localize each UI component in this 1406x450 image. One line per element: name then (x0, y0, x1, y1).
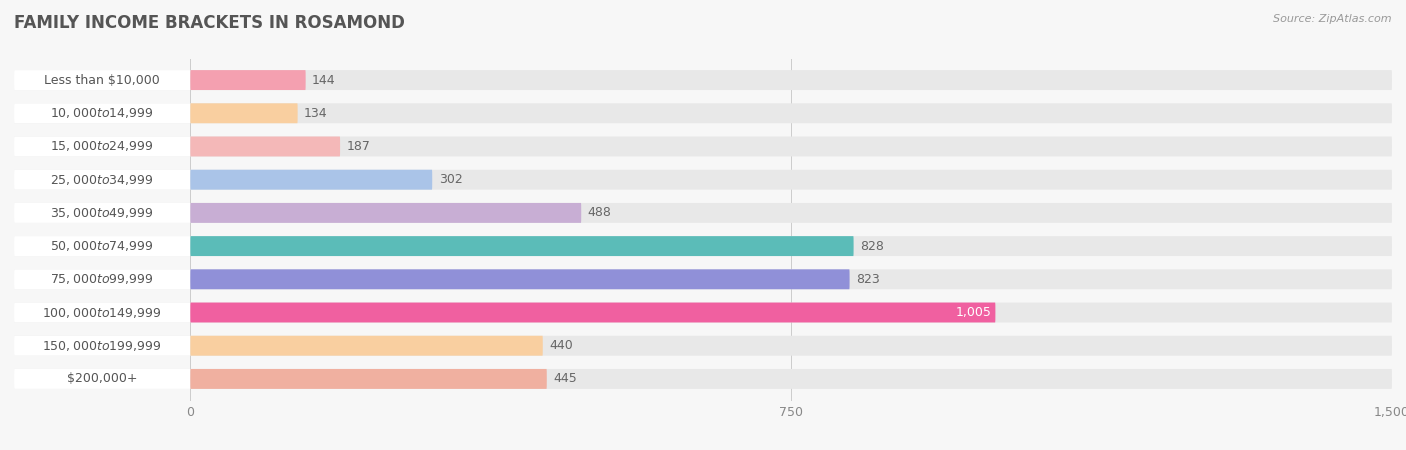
Text: Source: ZipAtlas.com: Source: ZipAtlas.com (1274, 14, 1392, 23)
Text: 144: 144 (312, 74, 336, 86)
Text: Less than $10,000: Less than $10,000 (45, 74, 160, 86)
FancyBboxPatch shape (14, 336, 1392, 356)
Text: $100,000 to $149,999: $100,000 to $149,999 (42, 306, 162, 320)
Text: 302: 302 (439, 173, 463, 186)
FancyBboxPatch shape (14, 369, 190, 389)
Text: $150,000 to $199,999: $150,000 to $199,999 (42, 339, 162, 353)
Text: $15,000 to $24,999: $15,000 to $24,999 (51, 140, 153, 153)
FancyBboxPatch shape (14, 236, 1392, 256)
Text: $50,000 to $74,999: $50,000 to $74,999 (51, 239, 153, 253)
FancyBboxPatch shape (14, 302, 190, 323)
FancyBboxPatch shape (190, 104, 298, 123)
Text: $25,000 to $34,999: $25,000 to $34,999 (51, 173, 153, 187)
FancyBboxPatch shape (14, 203, 1392, 223)
FancyBboxPatch shape (14, 369, 1392, 389)
Text: 134: 134 (304, 107, 328, 120)
FancyBboxPatch shape (190, 136, 340, 157)
Text: FAMILY INCOME BRACKETS IN ROSAMOND: FAMILY INCOME BRACKETS IN ROSAMOND (14, 14, 405, 32)
FancyBboxPatch shape (14, 104, 190, 123)
FancyBboxPatch shape (14, 302, 1392, 323)
Text: 828: 828 (860, 239, 884, 252)
FancyBboxPatch shape (14, 136, 1392, 157)
FancyBboxPatch shape (14, 70, 1392, 90)
FancyBboxPatch shape (14, 170, 190, 189)
Text: 440: 440 (550, 339, 572, 352)
FancyBboxPatch shape (14, 270, 190, 289)
FancyBboxPatch shape (14, 136, 190, 157)
Text: 823: 823 (856, 273, 880, 286)
FancyBboxPatch shape (190, 203, 581, 223)
Text: $35,000 to $49,999: $35,000 to $49,999 (51, 206, 153, 220)
FancyBboxPatch shape (14, 170, 1392, 189)
FancyBboxPatch shape (14, 236, 190, 256)
Text: $200,000+: $200,000+ (67, 373, 138, 385)
FancyBboxPatch shape (190, 70, 305, 90)
FancyBboxPatch shape (14, 336, 190, 356)
FancyBboxPatch shape (190, 270, 849, 289)
FancyBboxPatch shape (190, 170, 432, 189)
FancyBboxPatch shape (14, 70, 190, 90)
FancyBboxPatch shape (190, 336, 543, 356)
Text: $10,000 to $14,999: $10,000 to $14,999 (51, 106, 153, 120)
Text: 187: 187 (346, 140, 370, 153)
FancyBboxPatch shape (190, 236, 853, 256)
FancyBboxPatch shape (14, 104, 1392, 123)
Text: $75,000 to $99,999: $75,000 to $99,999 (51, 272, 153, 286)
FancyBboxPatch shape (14, 203, 190, 223)
FancyBboxPatch shape (190, 302, 995, 323)
Text: 445: 445 (553, 373, 576, 385)
FancyBboxPatch shape (190, 369, 547, 389)
FancyBboxPatch shape (14, 270, 1392, 289)
Text: 1,005: 1,005 (956, 306, 991, 319)
Text: 488: 488 (588, 207, 612, 220)
